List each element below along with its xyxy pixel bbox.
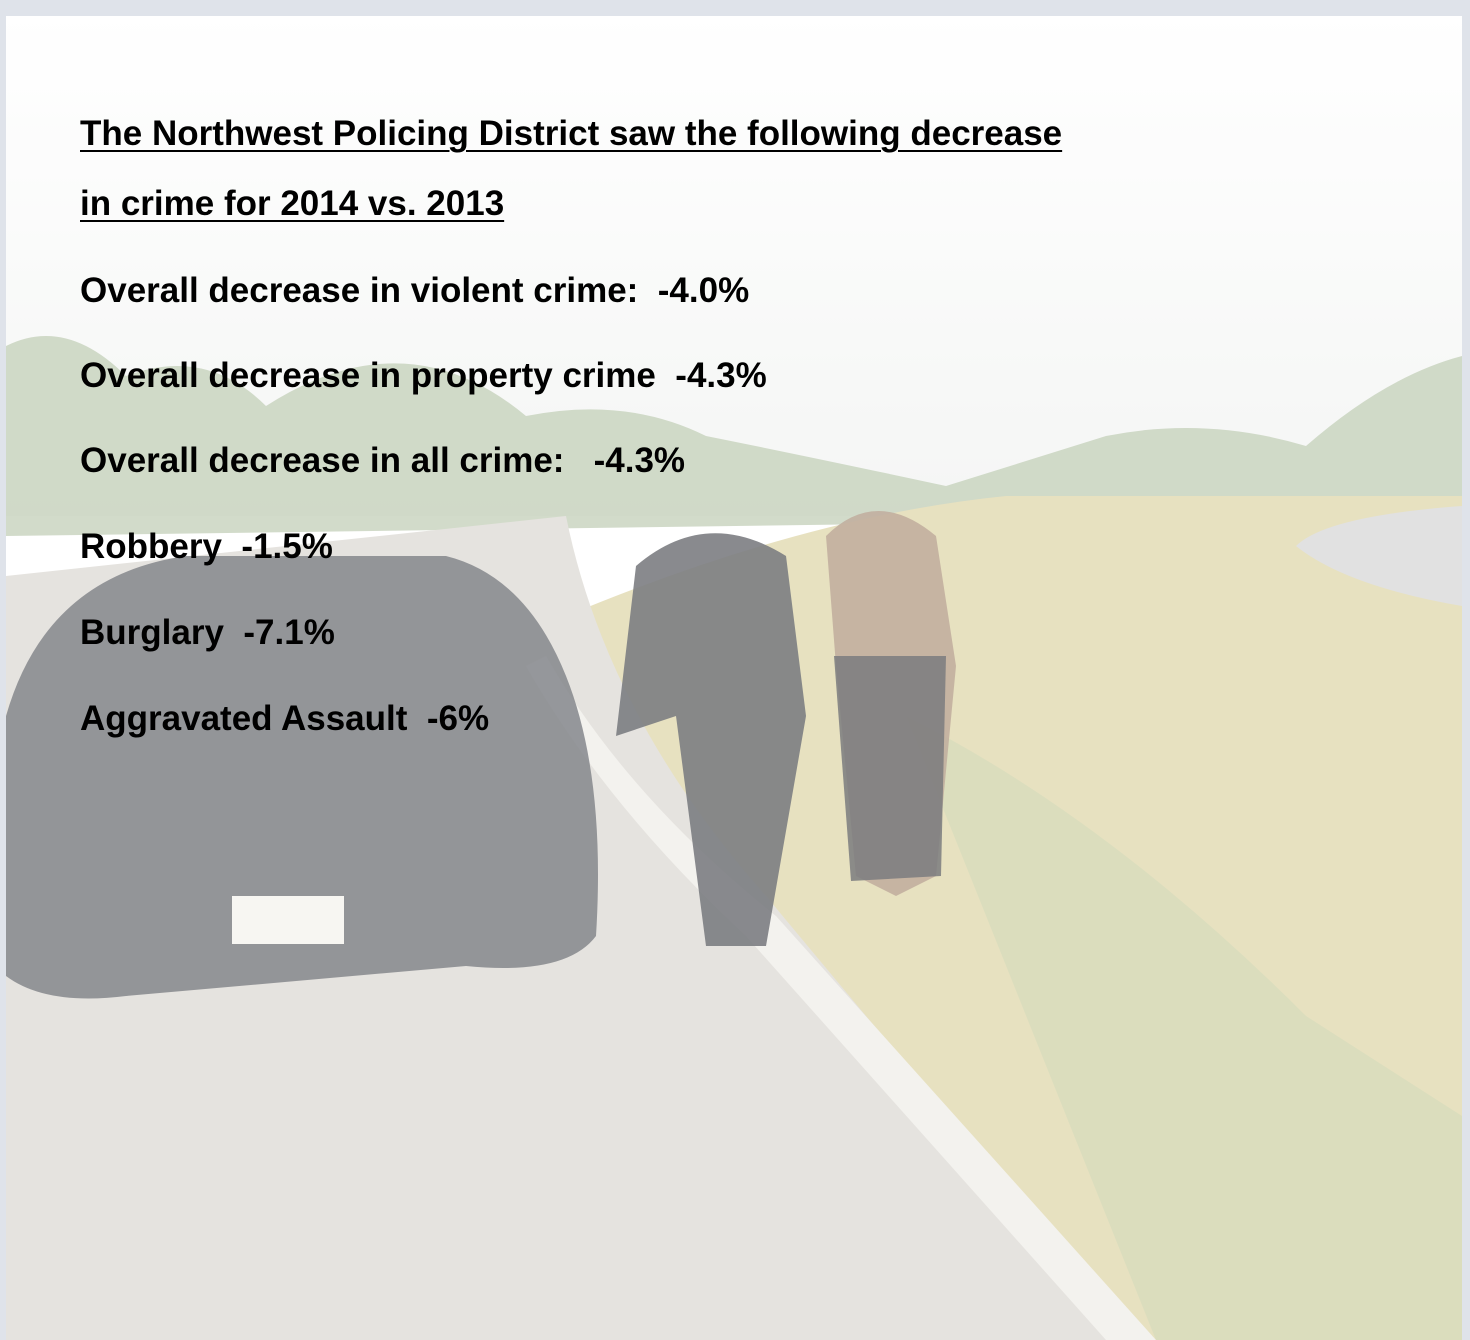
background-photo — [6, 16, 1462, 1340]
side-road — [1296, 506, 1462, 606]
suspect-pants — [834, 656, 946, 881]
stat-line: Overall decrease in property crime -4.3% — [80, 356, 767, 395]
curb — [526, 656, 1156, 1340]
trees — [6, 336, 1462, 536]
slide: The Northwest Policing District saw the … — [6, 16, 1462, 1340]
title-line: The Northwest Policing District saw the … — [80, 114, 1063, 153]
title-line: in crime for 2014 vs. 2013 — [80, 184, 505, 223]
stat-line: Overall decrease in violent crime: -4.0% — [80, 271, 750, 310]
stat-line: Aggravated Assault -6% — [80, 699, 490, 738]
grass-shade — [906, 716, 1462, 1340]
stat-line: Robbery -1.5% — [80, 527, 333, 566]
photo-fade — [6, 16, 1462, 1340]
stat-line: Burglary -7.1% — [80, 613, 335, 652]
police-car — [6, 556, 598, 999]
officer — [616, 533, 806, 946]
license-plate — [232, 896, 344, 944]
stat-line: Overall decrease in all crime: -4.3% — [80, 441, 686, 480]
